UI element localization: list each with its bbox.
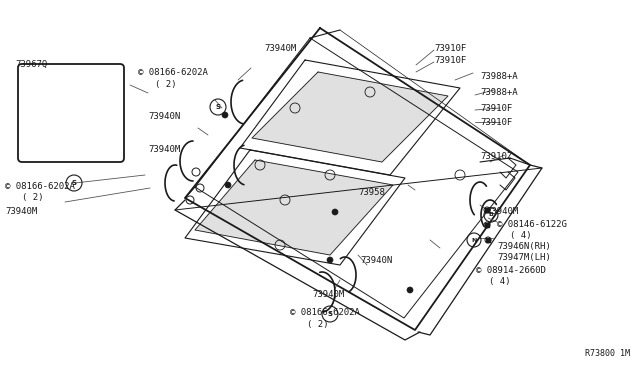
- Text: B: B: [488, 212, 493, 218]
- Text: S: S: [72, 180, 77, 186]
- Text: 73988+A: 73988+A: [480, 88, 518, 97]
- Text: ( 4): ( 4): [510, 231, 531, 240]
- Text: ( 4): ( 4): [489, 277, 511, 286]
- Text: N: N: [471, 237, 477, 243]
- Polygon shape: [195, 160, 393, 255]
- Text: © 08166-6202A: © 08166-6202A: [290, 308, 360, 317]
- Text: © 08914-2660D: © 08914-2660D: [476, 266, 546, 275]
- Text: © 08166-6202A: © 08166-6202A: [138, 68, 208, 77]
- Text: 73940M: 73940M: [5, 207, 37, 216]
- Text: R73800 1M: R73800 1M: [585, 349, 630, 358]
- Polygon shape: [252, 72, 448, 162]
- Text: 73910F: 73910F: [480, 104, 512, 113]
- Circle shape: [225, 182, 231, 188]
- Text: 73947M(LH): 73947M(LH): [497, 253, 551, 262]
- Text: 73910F: 73910F: [434, 44, 467, 53]
- Circle shape: [407, 287, 413, 293]
- Text: ( 2): ( 2): [307, 320, 328, 329]
- Text: 73967Q: 73967Q: [15, 60, 47, 69]
- Text: 73940M: 73940M: [264, 44, 296, 53]
- Text: ( 2): ( 2): [155, 80, 177, 89]
- Text: S: S: [328, 311, 333, 317]
- Bar: [486, 238, 490, 242]
- Text: 73910Z: 73910Z: [480, 152, 512, 161]
- Bar: [485, 208, 489, 212]
- Text: 73910F: 73910F: [480, 118, 512, 127]
- Text: 73940N: 73940N: [360, 256, 392, 265]
- Circle shape: [332, 209, 338, 215]
- Bar: [485, 223, 489, 227]
- Text: 73910F: 73910F: [434, 56, 467, 65]
- Text: © 08146-6122G: © 08146-6122G: [497, 220, 567, 229]
- Circle shape: [327, 257, 333, 263]
- Text: 73940M: 73940M: [148, 145, 180, 154]
- Text: ( 2): ( 2): [22, 193, 44, 202]
- Text: 73940N: 73940N: [148, 112, 180, 121]
- Text: 73988+A: 73988+A: [480, 72, 518, 81]
- Text: S: S: [216, 104, 221, 110]
- Circle shape: [222, 112, 228, 118]
- Text: 73946N(RH): 73946N(RH): [497, 242, 551, 251]
- Text: 73940M: 73940M: [486, 207, 518, 216]
- Text: 73940M: 73940M: [312, 290, 344, 299]
- Text: 73958: 73958: [358, 188, 385, 197]
- Text: © 08166-6202A: © 08166-6202A: [5, 182, 75, 191]
